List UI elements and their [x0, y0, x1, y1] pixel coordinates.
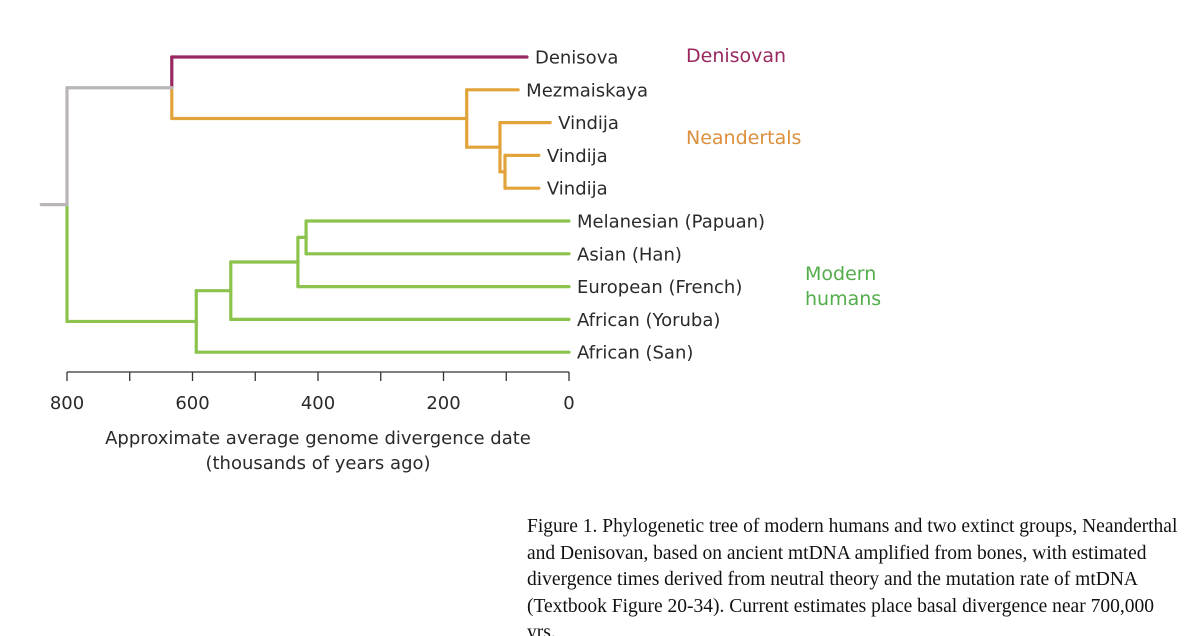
time-axis: 800 600 400 200 0 — [50, 371, 575, 414]
group-label-modern-line2: humans — [805, 288, 881, 310]
leaf-label: Mezmaiskaya — [526, 80, 648, 101]
leaf-label: Vindija — [558, 113, 619, 134]
leaf-label: African (San) — [577, 343, 693, 364]
axis-tick-label: 400 — [301, 393, 335, 414]
axis-tick-label: 200 — [426, 393, 460, 414]
figure-caption: Figure 1. Phylogenetic tree of modern hu… — [527, 516, 1178, 636]
leaf-label: Vindija — [547, 179, 608, 200]
branches — [39, 55, 571, 354]
axis-title-line2: (thousands of years ago) — [205, 453, 430, 474]
leaf-labels: Denisova Mezmaiskaya Vindija Vindija Vindija… — [526, 48, 765, 364]
leaf-label: Melanesian (Papuan) — [577, 212, 765, 233]
phylogenetic-tree: Denisova Mezmaiskaya Vindija Vindija Vindija… — [39, 45, 881, 474]
axis-tick-label: 800 — [50, 393, 84, 414]
group-label-modern-line1: Modern — [805, 263, 876, 285]
axis-tick-label: 600 — [175, 393, 209, 414]
group-label-denisovan: Denisovan — [686, 45, 786, 67]
group-label-neandertals: Neandertals — [686, 127, 801, 149]
axis-tick-label: 0 — [563, 393, 574, 414]
axis-title-line1: Approximate average genome divergence da… — [105, 428, 531, 449]
leaf-label: Denisova — [535, 48, 618, 69]
leaf-label: Vindija — [547, 146, 608, 167]
leaf-label: European (French) — [577, 277, 742, 298]
leaf-label: Asian (Han) — [577, 244, 682, 265]
leaf-label: African (Yoruba) — [577, 310, 720, 331]
